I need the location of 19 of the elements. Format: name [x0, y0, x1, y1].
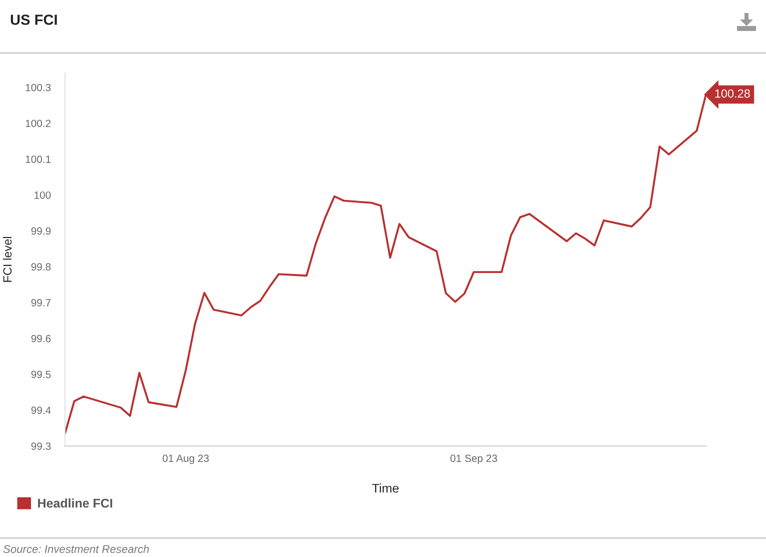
x-tick-label: 01 Sep 23 — [450, 454, 498, 464]
data-label: 100.28 — [715, 89, 750, 98]
y-tick-label: 99.9 — [31, 227, 51, 235]
x-axis-title: Time — [372, 483, 399, 493]
y-tick-label: 99.3 — [31, 442, 51, 450]
y-tick-label: 100.3 — [26, 84, 51, 92]
y-tick-label: 99.4 — [31, 406, 51, 414]
y-tick-label: 99.5 — [31, 370, 51, 378]
x-tick-label: 01 Aug 23 — [162, 454, 209, 464]
legend-label: Headline FCI — [38, 498, 112, 508]
y-tick-label: 99.6 — [31, 334, 51, 342]
y-tick-label: 100 — [34, 191, 51, 199]
y-tick-label: 99.8 — [31, 263, 51, 271]
chart-title: US FCI — [10, 14, 57, 25]
y-tick-label: 100.1 — [26, 156, 51, 163]
source-note: Source: Investment Research — [3, 544, 149, 553]
y-tick-label: 100.2 — [26, 120, 51, 128]
y-tick-label: 99.7 — [31, 299, 51, 306]
y-axis-title: FCI level — [2, 237, 12, 282]
